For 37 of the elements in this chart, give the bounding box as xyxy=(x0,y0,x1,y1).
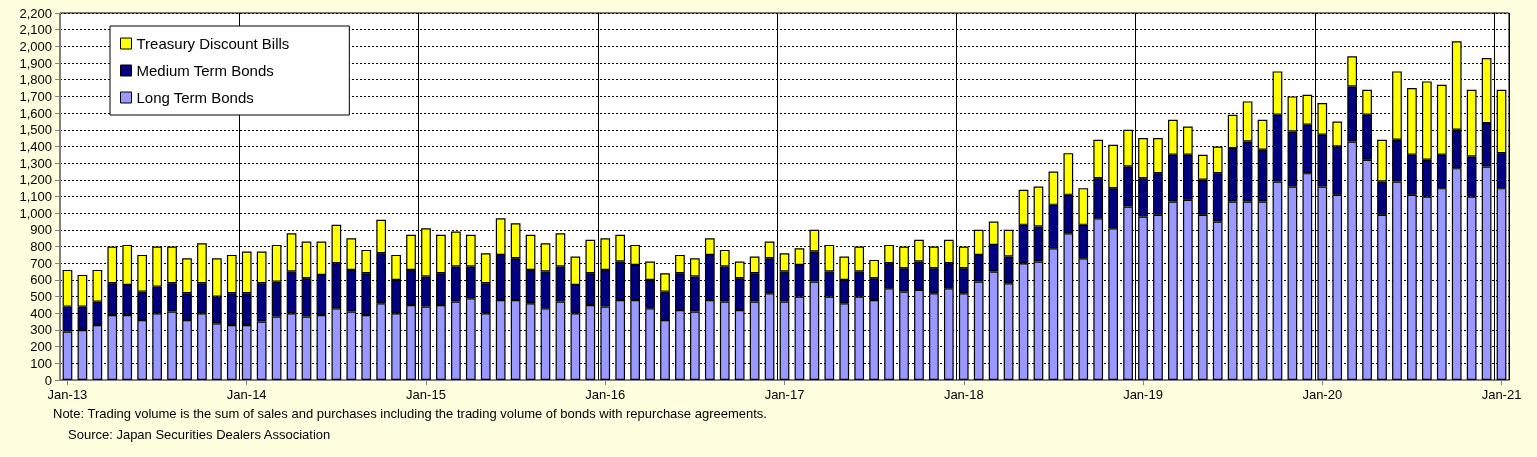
x-tick-label: Jan-17 xyxy=(764,387,805,402)
y-tick-label: 300 xyxy=(30,322,52,338)
y-tick-label: 1,400 xyxy=(19,138,52,154)
x-tick-label: Jan-21 xyxy=(1481,387,1522,402)
source-note: Source: Japan Securities Dealers Association xyxy=(68,427,331,442)
y-tick-label: 800 xyxy=(30,239,52,255)
x-tick-label: Jan-13 xyxy=(47,387,88,402)
x-tick-label: Jan-20 xyxy=(1302,387,1343,402)
y-tick-label: 1,200 xyxy=(19,172,52,188)
y-tick-label: 100 xyxy=(30,355,52,371)
y-tick-label: 1,300 xyxy=(19,155,52,171)
x-tick-label: Jan-18 xyxy=(943,387,984,402)
y-tick-label: 1,900 xyxy=(19,55,52,71)
y-tick-label: 2,200 xyxy=(19,5,52,21)
y-tick-label: 400 xyxy=(30,305,52,321)
y-tick-label: 1,000 xyxy=(19,205,52,221)
y-tick-label: 2,100 xyxy=(19,22,52,38)
x-tick-label: Jan-16 xyxy=(585,387,626,402)
y-tick-label: 200 xyxy=(30,339,52,355)
y-tick-label: 1,100 xyxy=(19,189,52,204)
y-tick-label: 1,500 xyxy=(19,122,52,138)
y-tick-label: 1,800 xyxy=(19,72,52,88)
legend-label: Medium Term Bonds xyxy=(136,62,274,79)
legend-label: Long Term Bonds xyxy=(136,89,254,106)
x-tick-label: Jan-15 xyxy=(406,387,446,402)
y-tick-label: 1,600 xyxy=(19,105,52,121)
y-tick-label: 900 xyxy=(30,222,52,238)
y-tick-label: 1,700 xyxy=(19,88,52,104)
x-tick-label: Jan-19 xyxy=(1123,387,1163,402)
y-tick-label: 500 xyxy=(30,289,52,305)
y-tick-label: 600 xyxy=(30,272,52,288)
text: Note: Trading volume is the sum of sales and purchases including the trading volume of bonds with repurchase agreements. xyxy=(53,406,767,421)
y-tick-label: 0 xyxy=(44,372,52,388)
x-tick-label: Jan-14 xyxy=(226,387,267,402)
y-tick-label: 700 xyxy=(30,255,52,271)
y-tick-label: 2,000 xyxy=(19,38,52,54)
legend-label: Treasury Discount Bills xyxy=(136,35,290,52)
